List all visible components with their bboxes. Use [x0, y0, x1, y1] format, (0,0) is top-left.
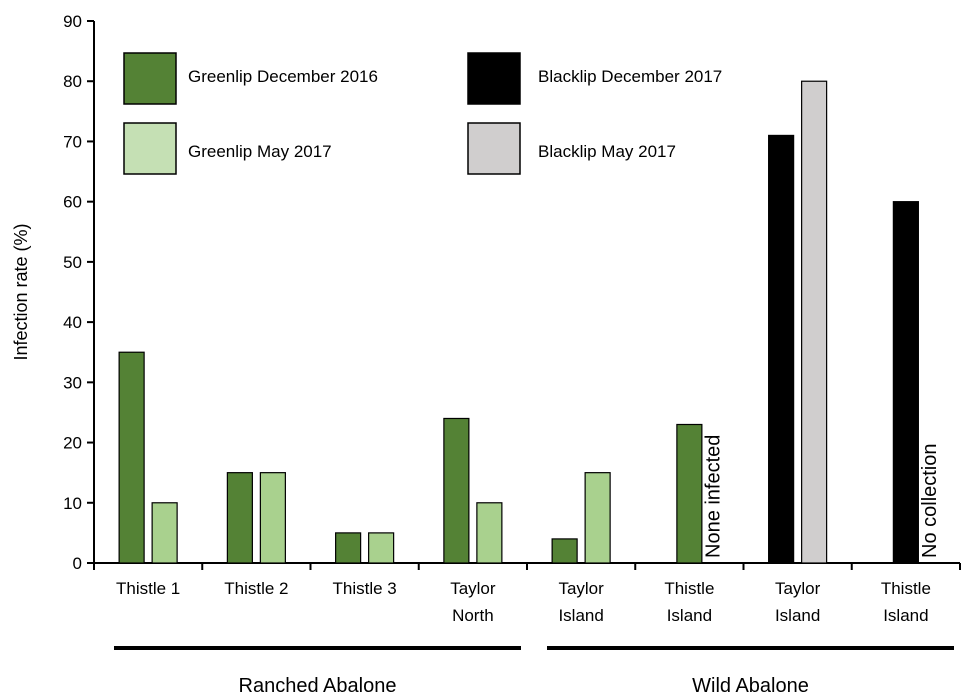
x-category-label: Island: [775, 606, 820, 625]
y-axis-title: Infection rate (%): [11, 223, 31, 360]
x-category-label: Taylor: [775, 579, 821, 598]
y-tick-label: 70: [63, 132, 82, 151]
y-tick-label: 0: [73, 554, 82, 573]
bar-greenlip-december-2016: [443, 417, 470, 564]
x-category-label: Thistle 1: [116, 579, 180, 598]
bar-greenlip-december-2016: [226, 472, 253, 564]
x-category-label: Island: [883, 606, 928, 625]
group-label: Wild Abalone: [692, 675, 809, 696]
x-category-label: Thistle 3: [333, 579, 397, 598]
x-category-label: Taylor: [450, 579, 496, 598]
y-tick-label: 10: [63, 494, 82, 513]
bar-greenlip-december-2016: [118, 351, 145, 564]
x-category-label: Island: [667, 606, 712, 625]
bar-greenlip-december-2016: [676, 423, 703, 564]
legend-swatch: [467, 122, 521, 175]
bar-greenlip-may-2017: [151, 502, 178, 564]
bar-greenlip-may-2017: [368, 532, 395, 564]
y-tick-label: 40: [63, 313, 82, 332]
x-category-label: Thistle: [881, 579, 931, 598]
legend-label: Blacklip May 2017: [538, 142, 676, 161]
bar-blacklip-may-2017: [801, 80, 828, 564]
y-tick-label: 90: [63, 12, 82, 31]
annotation: No collection: [919, 443, 941, 558]
bar-greenlip-december-2016: [551, 538, 578, 564]
group-label: Ranched Abalone: [239, 675, 397, 696]
x-category-label: Thistle: [664, 579, 714, 598]
x-category-label: North: [452, 606, 494, 625]
legend-label: Greenlip December 2016: [188, 67, 378, 86]
y-tick-label: 50: [63, 253, 82, 272]
y-tick-label: 80: [63, 72, 82, 91]
legend-label: Greenlip May 2017: [188, 142, 332, 161]
legend-swatch: [123, 122, 177, 175]
bar-greenlip-may-2017: [259, 472, 286, 564]
x-category-label: Thistle 2: [224, 579, 288, 598]
bar-greenlip-may-2017: [584, 472, 611, 564]
y-tick-label: 60: [63, 193, 82, 212]
bar-blacklip-december-2017: [768, 134, 795, 564]
y-tick-label: 20: [63, 434, 82, 453]
x-category-label: Taylor: [558, 579, 604, 598]
annotation: None infected: [702, 435, 724, 558]
bar-greenlip-may-2017: [476, 502, 503, 564]
legend-swatch: [467, 52, 521, 105]
legend-label: Blacklip December 2017: [538, 67, 722, 86]
y-tick-label: 30: [63, 373, 82, 392]
bar-blacklip-december-2017: [892, 201, 919, 564]
x-category-label: Island: [558, 606, 603, 625]
legend-swatch: [123, 52, 177, 105]
bar-greenlip-december-2016: [335, 532, 362, 564]
